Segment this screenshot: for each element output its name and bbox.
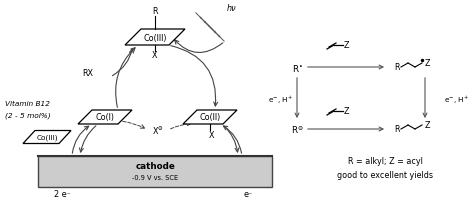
Text: R = alkyl; Z = acyl: R = alkyl; Z = acyl	[347, 157, 422, 166]
Text: RX: RX	[82, 69, 93, 78]
Text: Z: Z	[425, 59, 430, 68]
Text: X: X	[152, 51, 158, 60]
Text: e⁻: e⁻	[243, 189, 253, 199]
Text: Z: Z	[343, 107, 349, 116]
Polygon shape	[125, 30, 185, 46]
Text: Z: Z	[425, 121, 430, 130]
Text: X: X	[209, 131, 215, 140]
Text: -0.9 V vs. SCE: -0.9 V vs. SCE	[132, 174, 178, 180]
Text: R: R	[394, 125, 400, 134]
Polygon shape	[23, 131, 71, 144]
Text: good to excellent yields: good to excellent yields	[337, 171, 433, 180]
Polygon shape	[183, 110, 237, 124]
Bar	[38, 156, 272, 187]
Text: 2 e⁻: 2 e⁻	[54, 189, 71, 199]
Text: Co(III): Co(III)	[36, 134, 58, 141]
Text: Co(II): Co(II)	[200, 113, 220, 122]
Text: X$^{\ominus}$: X$^{\ominus}$	[152, 124, 164, 136]
Text: R: R	[152, 7, 158, 16]
Text: (2 - 5 mol%): (2 - 5 mol%)	[5, 112, 51, 119]
Text: e$^{-}$, H$^{+}$: e$^{-}$, H$^{+}$	[268, 94, 293, 105]
Text: Co(I): Co(I)	[95, 113, 115, 122]
Text: Z: Z	[343, 41, 349, 50]
Text: R: R	[394, 63, 400, 72]
Text: R$^{\ominus}$: R$^{\ominus}$	[291, 124, 303, 135]
Text: Co(III): Co(III)	[143, 33, 167, 42]
Polygon shape	[78, 110, 132, 124]
Text: cathode: cathode	[135, 162, 175, 171]
Text: hν: hν	[227, 3, 237, 13]
Text: Vitamin B12: Vitamin B12	[5, 101, 50, 106]
Text: e$^{-}$, H$^{+}$: e$^{-}$, H$^{+}$	[445, 94, 470, 105]
Text: R$^{\bullet}$: R$^{\bullet}$	[292, 62, 302, 73]
